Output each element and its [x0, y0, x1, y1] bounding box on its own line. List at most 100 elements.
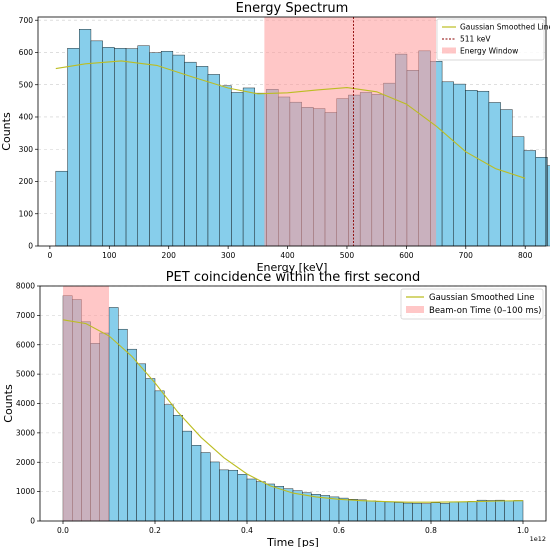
bar [173, 415, 183, 522]
bar [136, 363, 147, 522]
bar [246, 478, 257, 522]
bar [449, 502, 459, 522]
bar [256, 481, 266, 522]
legend-label-smoothed-line: Gaussian Smoothed Line [460, 23, 550, 32]
y-tick-label: 4000 [16, 399, 35, 408]
chart-title: Energy Spectrum [236, 1, 349, 16]
x-tick-label: 1.0 [517, 526, 529, 535]
y-tick-label: 200 [19, 177, 34, 186]
legend-label-smoothed-line: Gaussian Smoothed Line [429, 293, 535, 303]
y-tick-label: 700 [19, 16, 34, 25]
bar [338, 497, 349, 522]
legend-label-energy-window: Energy Window [460, 47, 518, 56]
bar [384, 501, 395, 522]
bar [228, 469, 239, 522]
bar [547, 165, 550, 247]
y-tick-label: 400 [19, 113, 34, 122]
x-tick-label: 100 [102, 251, 117, 260]
bar [209, 461, 220, 522]
bar [467, 501, 478, 522]
bar [231, 92, 244, 247]
smoothed-line [55, 60, 526, 179]
energy-spectrum-chart: 0 100 200 300 400 500 600 700 800 0 100 200 300 400 5… [0, 1, 550, 274]
y-ticks: 0 1000 2000 3000 4000 5000 6000 7000 8000 [16, 282, 40, 526]
y-ticks: 0 100 200 300 400 500 600 700 [19, 16, 38, 251]
x-axis-label: Time [ps] [266, 536, 319, 547]
bar [283, 488, 294, 522]
y-tick-label: 6000 [16, 340, 35, 349]
bar [154, 390, 165, 522]
legend-swatch-beam-on [406, 306, 424, 313]
bar [504, 500, 515, 522]
bar [265, 483, 275, 522]
bar [172, 54, 185, 247]
y-tick-label: 300 [19, 145, 34, 154]
energy-window-span [264, 17, 437, 246]
x-tick-label: 0 [47, 251, 52, 260]
bar [79, 29, 92, 247]
plot-frame [37, 16, 547, 247]
y-tick-label: 3000 [16, 428, 35, 437]
smoothed-line-path [62, 319, 524, 503]
x-tick-label: 200 [162, 251, 177, 260]
bar [523, 150, 536, 247]
bar [127, 348, 137, 522]
y-tick-label: 7000 [16, 311, 35, 320]
bar [137, 45, 150, 247]
bar [430, 502, 441, 522]
x-tick-label: 800 [518, 251, 533, 260]
x-ticks: 0.0 0.2 0.4 0.6 0.8 1.0 [57, 521, 529, 535]
y-tick-label: 600 [19, 48, 34, 57]
y-tick-label: 5000 [16, 370, 35, 379]
bar [513, 500, 524, 522]
legend-label-511-kev: 511 keV [460, 35, 491, 44]
window-span-rect [63, 286, 109, 521]
x-tick-label: 400 [280, 251, 295, 260]
y-tick-label: 500 [19, 80, 34, 89]
legend-box [436, 18, 545, 61]
y-axis-label: Counts [0, 112, 13, 151]
bar [357, 499, 367, 522]
x-tick-label: 300 [221, 251, 236, 260]
y-tick-label: 2000 [16, 458, 35, 467]
bar [476, 90, 490, 247]
x-axis-label: Energy [keV] [257, 261, 328, 274]
bar [375, 501, 386, 522]
bar [500, 109, 513, 247]
bar [476, 499, 487, 522]
bar [90, 40, 103, 247]
bar [320, 495, 331, 522]
bar [237, 474, 248, 522]
y-tick-label: 0 [30, 517, 35, 526]
bar [366, 500, 377, 522]
chart-title: PET coincidence within the first second [166, 270, 421, 285]
bar [488, 102, 501, 247]
bar [421, 503, 432, 522]
x-offset-label: 1e12 [530, 535, 546, 543]
bar [403, 502, 413, 522]
bar [102, 47, 115, 247]
bar [465, 90, 478, 247]
bar [486, 500, 496, 522]
x-tick-label: 600 [399, 251, 414, 260]
bar [191, 445, 202, 522]
bar [242, 87, 256, 247]
bar [207, 74, 220, 247]
bar [125, 48, 138, 247]
bar [55, 170, 68, 247]
legend-label-beam-on: Beam-on Time (0–100 ms) [429, 306, 542, 316]
smoothed-line-path [55, 60, 526, 179]
legend: Gaussian Smoothed Line Beam-on Time (0–1… [400, 288, 544, 320]
bar [182, 430, 193, 522]
bar [149, 52, 162, 247]
bar [67, 48, 80, 247]
x-ticks: 0 100 200 300 400 500 600 700 800 [47, 246, 533, 260]
legend-box [400, 288, 544, 320]
y-tick-label: 8000 [16, 282, 35, 291]
bar [394, 502, 404, 522]
x-tick-label: 0.6 [333, 526, 345, 535]
x-tick-label: 0.2 [149, 526, 161, 535]
bar [512, 136, 525, 247]
legend-swatch-energy-window [442, 47, 456, 54]
bar [348, 499, 358, 522]
